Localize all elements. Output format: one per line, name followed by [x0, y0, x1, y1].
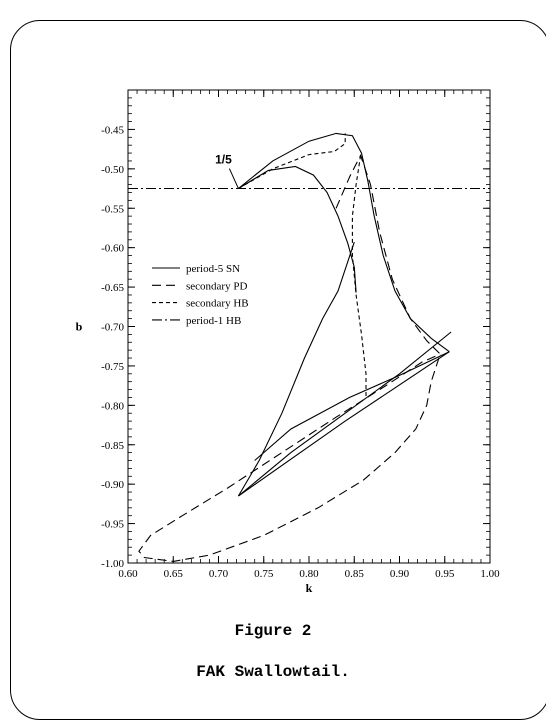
x-tick-label: 0.65 [164, 568, 184, 580]
y-tick-label: -0.80 [101, 400, 124, 412]
x-tick-label: 0.60 [118, 568, 138, 580]
series-period-5-sn-line [238, 132, 450, 353]
y-tick-label: -0.90 [101, 479, 124, 491]
legend-label: secondary PD [186, 280, 247, 292]
y-tick-label: -0.60 [101, 243, 124, 255]
series-secondary-pd-line [138, 153, 441, 562]
y-tick-label: -0.50 [101, 164, 124, 176]
figure-card [10, 20, 546, 720]
x-tick-label: 0.70 [209, 568, 229, 580]
x-tick-label: 0.85 [345, 568, 365, 580]
x-tick-label: 0.80 [299, 568, 319, 580]
y-tick-label: -0.75 [101, 361, 124, 373]
series-secondary-hb-line [351, 155, 367, 398]
x-tick-label: 0.95 [435, 568, 455, 580]
plot-frame [127, 89, 491, 564]
figure-caption: FAK Swallowtail. [196, 663, 350, 681]
series-period-5-sn-line [254, 351, 450, 461]
x-tick-label: 0.75 [254, 568, 274, 580]
y-tick-label: -0.45 [101, 124, 124, 136]
y-tick-label: -0.65 [101, 282, 124, 294]
annotation-pointer [228, 168, 239, 189]
legend-label: period-1 HB [186, 315, 241, 327]
y-tick-label: -0.55 [101, 203, 124, 215]
legend-label: secondary HB [186, 298, 249, 310]
series-period-5-sn-line [238, 165, 357, 293]
y-tick-label: -0.95 [101, 519, 124, 531]
y-axis-label: b [76, 320, 83, 334]
x-axis-label: k [306, 581, 313, 595]
x-tick-label: 1.00 [480, 568, 500, 580]
series-secondary-hb-line [238, 133, 346, 189]
series-period-5-sn-line [237, 241, 355, 497]
y-tick-label: -0.70 [101, 322, 124, 334]
y-tick-label: -0.85 [101, 440, 124, 452]
series-period-5-sn-line [238, 331, 452, 497]
x-tick-label: 0.90 [390, 568, 410, 580]
legend-label: period-5 SN [186, 263, 240, 275]
y-tick-label: -1.00 [101, 558, 124, 570]
figure-number: Figure 2 [234, 622, 312, 640]
series-period-5-sn-line [238, 351, 450, 497]
annotation-label: 1/5 [215, 153, 232, 167]
